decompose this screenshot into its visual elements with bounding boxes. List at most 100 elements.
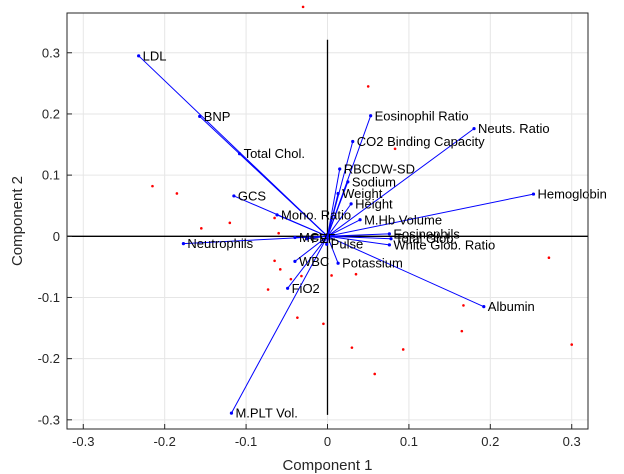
vector-tip-marker bbox=[351, 139, 355, 144]
vector-tip-marker bbox=[336, 261, 340, 265]
observation-point bbox=[273, 216, 276, 220]
y-axis-label: Component 2 bbox=[9, 176, 26, 266]
x-tick-label: -0.1 bbox=[235, 434, 257, 449]
observation-point bbox=[301, 5, 305, 9]
loading-vector bbox=[327, 181, 349, 237]
vector-tip-marker bbox=[275, 213, 279, 217]
ticks: -0.3 -0.2 -0.1 0 0.1 0.2 0.3 -0.3 -0.2 -0.1 0 0.1 0.… bbox=[38, 45, 581, 449]
vector-label: Weight bbox=[342, 186, 383, 201]
vector-tip-marker bbox=[325, 242, 329, 246]
observation-point bbox=[354, 272, 358, 276]
observation-point bbox=[266, 288, 270, 291]
loading-vector bbox=[327, 193, 339, 237]
y-tick-label: 0.1 bbox=[42, 168, 60, 183]
y-tick-label: 0 bbox=[53, 229, 60, 244]
observation-point bbox=[462, 304, 465, 307]
observation-point bbox=[322, 322, 325, 326]
vector-label: Pulse bbox=[331, 237, 364, 252]
vector-tip-marker bbox=[389, 237, 393, 241]
y-tick-label: 0.2 bbox=[42, 106, 60, 121]
vector-tip-marker bbox=[531, 192, 536, 196]
vector-tip-marker bbox=[346, 180, 350, 184]
vector-label: Height bbox=[355, 196, 393, 211]
loading-vector bbox=[287, 235, 328, 289]
loading-vector bbox=[276, 214, 328, 237]
x-tick-label: 0.1 bbox=[400, 434, 418, 449]
vector-tip-marker bbox=[286, 286, 290, 290]
vector-tip-marker bbox=[482, 305, 486, 309]
x-axis-label: Component 1 bbox=[282, 457, 372, 474]
loading-vector bbox=[327, 235, 392, 240]
loading-vector bbox=[327, 128, 475, 237]
vector-label: Albumin bbox=[488, 299, 535, 314]
observation-point bbox=[373, 372, 377, 376]
vector-label: CO2 Binding Capacity bbox=[357, 134, 485, 149]
observation-point bbox=[278, 268, 282, 271]
vector-label: Potassium bbox=[342, 256, 403, 271]
vector-tip-marker bbox=[358, 218, 362, 222]
observation-point bbox=[366, 85, 370, 88]
loading-vector bbox=[327, 235, 485, 308]
vector-tip-marker bbox=[293, 259, 297, 263]
loading-vector bbox=[327, 233, 390, 237]
vector-label: Mono. Ratio bbox=[281, 207, 351, 222]
vector-label: Total Chol. bbox=[244, 146, 305, 161]
y-tick-label: -0.3 bbox=[38, 412, 60, 427]
observation-point bbox=[330, 274, 333, 277]
vector-label: Eosinophils bbox=[393, 226, 460, 241]
vector-label: Hemoglobin bbox=[537, 187, 606, 202]
loading-vector bbox=[327, 219, 361, 237]
vector-label: FEF bbox=[311, 231, 336, 246]
observation-point bbox=[200, 227, 203, 230]
observation-point bbox=[277, 231, 280, 235]
loading-vector bbox=[307, 235, 328, 240]
variable-vectors bbox=[137, 54, 536, 415]
y-tick-label: 0.3 bbox=[42, 45, 60, 60]
vector-tip-marker bbox=[232, 194, 236, 198]
vector-label: Neuts. Ratio bbox=[478, 121, 550, 136]
x-tick-label: 0.3 bbox=[563, 434, 581, 449]
observation-point bbox=[460, 329, 464, 333]
vector-label: Eosinophil Ratio bbox=[375, 108, 469, 123]
observation-point bbox=[289, 277, 293, 281]
vector-label: LDL bbox=[143, 48, 167, 63]
vector-label: BNP bbox=[204, 109, 231, 124]
vector-label: WBC bbox=[299, 254, 329, 269]
observation-point bbox=[350, 346, 354, 349]
observation-point bbox=[296, 316, 299, 319]
vector-tip-marker bbox=[338, 167, 342, 171]
y-tick-label: -0.1 bbox=[38, 290, 60, 305]
vector-tip-marker bbox=[137, 54, 141, 58]
vector-tip-marker bbox=[349, 202, 353, 206]
vector-label: FiO2 bbox=[292, 281, 320, 296]
y-tick-label: -0.2 bbox=[38, 351, 60, 366]
observation-point bbox=[570, 343, 574, 346]
vector-tip-marker bbox=[181, 242, 186, 246]
x-tick-label: 0 bbox=[324, 434, 331, 449]
observation-point bbox=[547, 256, 551, 260]
x-tick-label: -0.3 bbox=[72, 434, 94, 449]
vector-tip-marker bbox=[237, 152, 242, 156]
x-tick-label: 0.2 bbox=[481, 434, 499, 449]
vector-labels: LDL BNP Total Chol. GCS Mono. Ratio Neutrophi… bbox=[143, 48, 607, 420]
loading-vector bbox=[231, 236, 328, 414]
vector-label: Total Glob. bbox=[395, 231, 457, 246]
vector-label: Neutrophils bbox=[187, 236, 253, 251]
vector-tip-marker bbox=[305, 237, 309, 241]
vector-tip-marker bbox=[293, 235, 297, 240]
vector-tip-marker bbox=[387, 243, 391, 247]
observation-point bbox=[151, 184, 154, 188]
vector-label: MCV bbox=[299, 230, 328, 245]
observation-point bbox=[393, 147, 397, 151]
observation-point bbox=[401, 348, 405, 351]
vector-tip-marker bbox=[336, 191, 340, 196]
vector-label: GCS bbox=[238, 188, 267, 203]
vector-label: M.PLT Vol. bbox=[235, 406, 297, 421]
loading-vector bbox=[327, 235, 390, 246]
loading-vector bbox=[327, 236, 339, 264]
vector-label: Sodium bbox=[352, 174, 396, 189]
x-tick-label: -0.2 bbox=[153, 434, 175, 449]
vector-label: RBCDW-SD bbox=[344, 162, 415, 177]
loading-vector bbox=[327, 193, 534, 237]
